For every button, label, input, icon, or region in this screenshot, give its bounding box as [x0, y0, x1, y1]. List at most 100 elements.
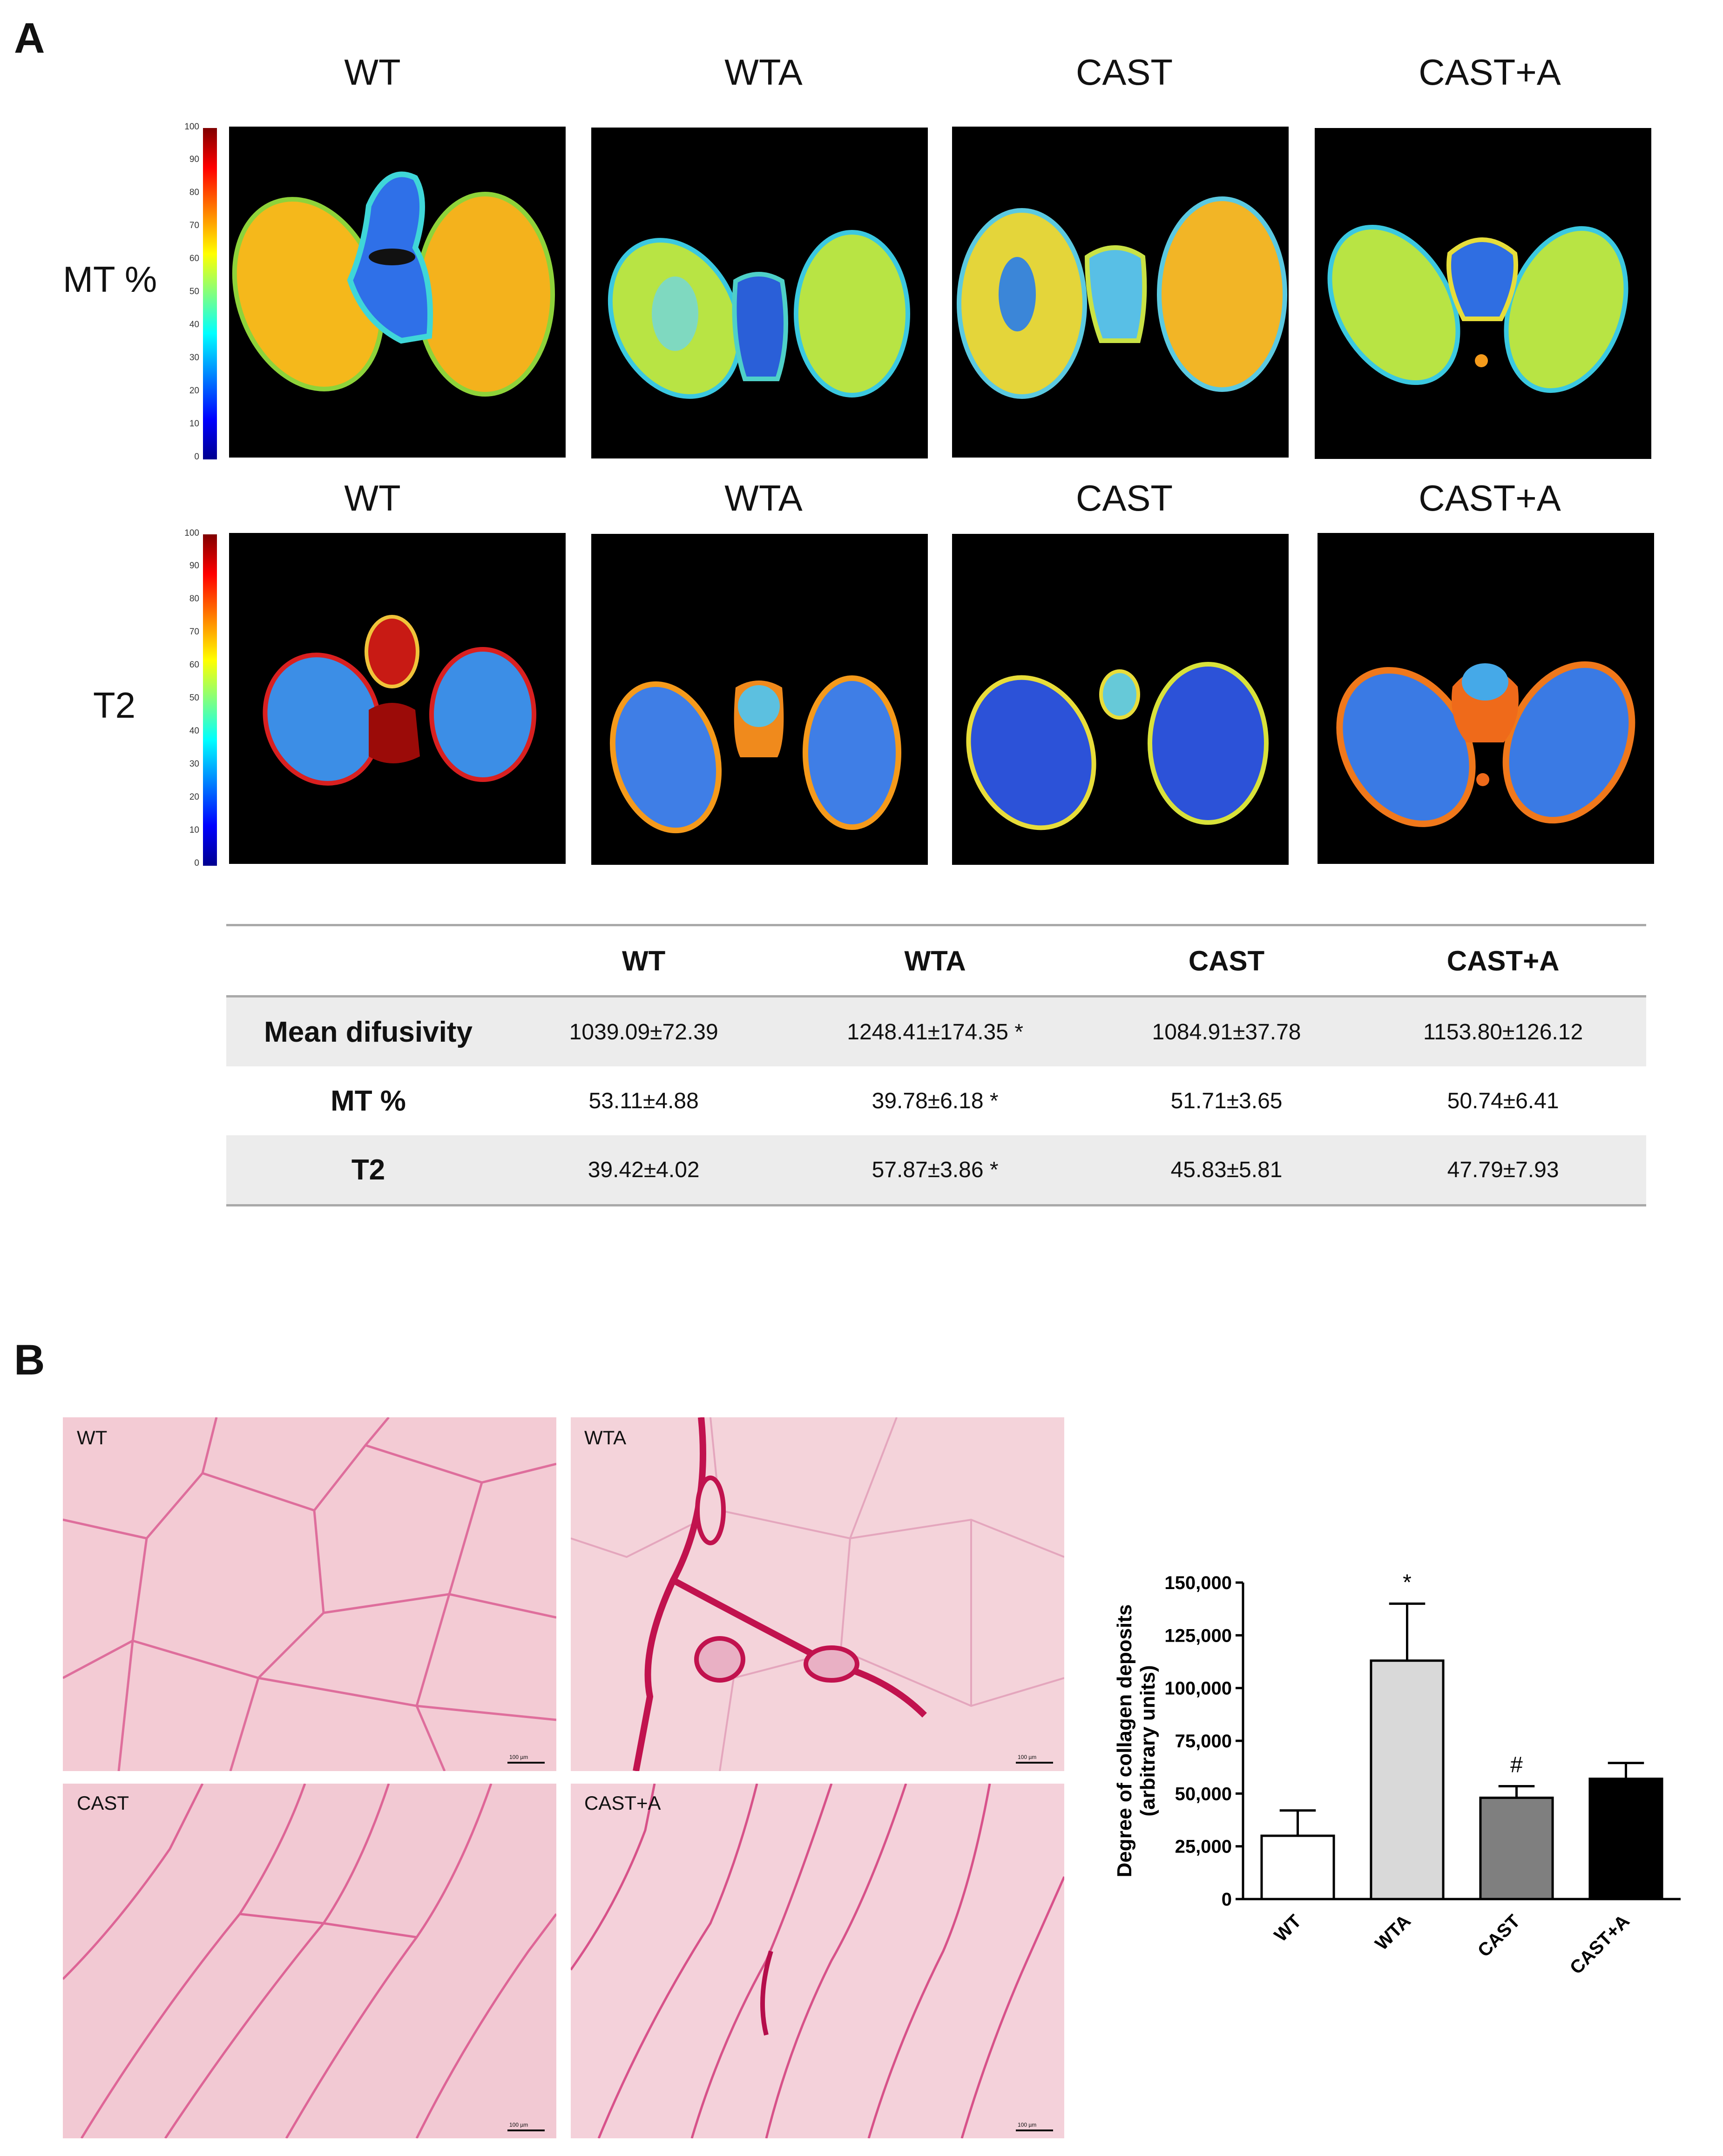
t2-tick: 30 — [189, 759, 199, 769]
y-axis-label: Degree of collagen deposits — [1113, 1604, 1136, 1878]
table-row-label: MT % — [331, 1085, 406, 1117]
table-cell: 39.78±6.18 * — [872, 1088, 999, 1113]
table-cell: 57.87±3.86 * — [777, 1135, 1093, 1206]
y-tick-label: 100,000 — [1164, 1678, 1232, 1699]
table-header: WTA — [777, 924, 1093, 997]
scale-bar-text: 100 µm — [1018, 1754, 1037, 1760]
mt-image-wt — [229, 127, 566, 458]
mt-image-castA — [1315, 128, 1651, 459]
scale-bar — [507, 2129, 545, 2131]
table-cell: 53.11±4.88 — [588, 1088, 699, 1113]
bar-annotation: * — [1403, 1570, 1412, 1595]
y-tick-label: 150,000 — [1164, 1573, 1232, 1593]
y-tick-label: 50,000 — [1175, 1784, 1232, 1804]
table-header: CAST+A — [1360, 924, 1646, 997]
t2-tick: 50 — [189, 693, 199, 703]
table-row: Mean difusivity 1039.09±72.39 1248.41±17… — [226, 996, 1646, 1066]
table-row: T2 39.42±4.02 57.87±3.86 * 45.83±5.81 47… — [226, 1135, 1646, 1206]
mt-tick: 100 — [184, 122, 199, 132]
t2-tick: 60 — [189, 660, 199, 670]
x-tick-label: CAST — [1474, 1911, 1524, 1961]
summary-table: WT WTA CAST CAST+A Mean difusivity 1039.… — [226, 924, 1646, 1206]
t2-tick: 0 — [194, 858, 199, 868]
mt-tick: 30 — [189, 353, 199, 363]
t2-tick: 20 — [189, 792, 199, 802]
scale-bar — [1016, 2129, 1053, 2131]
table-cell: 47.79±7.93 — [1360, 1135, 1646, 1206]
mt-colorbar — [203, 128, 217, 459]
mt-tick: 90 — [189, 155, 199, 164]
table-header-row: WT WTA CAST CAST+A — [226, 924, 1646, 997]
mt-row-label: MT % — [63, 259, 157, 300]
mt-title-wta: WTA — [724, 52, 803, 93]
mt-tick: 60 — [189, 254, 199, 263]
mt-image-wta — [591, 128, 928, 458]
t2-image-wta — [591, 534, 928, 865]
panel-b-letter: B — [14, 1336, 45, 1384]
mt-tick: 80 — [189, 188, 199, 197]
histology-castA — [571, 1784, 1064, 2138]
mt-title-castA: CAST+A — [1419, 52, 1561, 93]
table-row-label: Mean difusivity — [226, 996, 510, 1066]
x-tick-label: WT — [1270, 1911, 1305, 1946]
x-tick-label: WTA — [1371, 1911, 1414, 1954]
t2-image-cast — [952, 534, 1289, 865]
scale-bar — [507, 1762, 545, 1764]
t2-tick: 100 — [184, 528, 199, 538]
table-header: WT — [510, 924, 777, 997]
histology-cast — [63, 1784, 556, 2138]
mt-title-wt: WT — [344, 52, 401, 93]
t2-colorbar — [203, 534, 217, 866]
mt-tick: 70 — [189, 221, 199, 230]
mt-tick: 20 — [189, 386, 199, 396]
scale-bar-text: 100 µm — [509, 1754, 528, 1760]
x-tick-label: CAST+A — [1566, 1911, 1634, 1978]
bar — [1370, 1659, 1445, 1900]
histology-wt — [63, 1417, 556, 1771]
table-cell: 51.71±3.65 — [1170, 1088, 1283, 1113]
bar — [1479, 1796, 1554, 1900]
histology-label-wta: WTA — [584, 1427, 627, 1449]
table-header — [226, 924, 510, 997]
y-tick-label: 25,000 — [1175, 1837, 1232, 1857]
table-cell: 50.74±6.41 — [1447, 1088, 1559, 1113]
y-tick-label: 0 — [1222, 1889, 1232, 1910]
bar — [1260, 1834, 1335, 1900]
mt-image-cast — [952, 127, 1289, 458]
panel-a-letter: A — [14, 14, 45, 62]
t2-row-label: T2 — [93, 685, 136, 726]
table-cell: 1248.41±174.35 * — [777, 996, 1093, 1066]
mt-tick: 50 — [189, 287, 199, 296]
scale-bar — [1016, 1762, 1053, 1764]
mt-tick: 40 — [189, 320, 199, 330]
table-cell: 39.42±4.02 — [510, 1135, 777, 1206]
table-cell: 1039.09±72.39 — [510, 996, 777, 1066]
y-axis-label: (arbitrary units) — [1136, 1665, 1159, 1816]
histology-label-cast: CAST — [77, 1792, 129, 1814]
table-cell: 45.83±5.81 — [1093, 1135, 1360, 1206]
t2-colorbar-ticks: 100 90 80 70 60 50 40 30 20 10 0 — [172, 528, 199, 873]
bar — [1588, 1778, 1663, 1900]
t2-tick: 80 — [189, 594, 199, 604]
bar-annotation: # — [1510, 1752, 1523, 1777]
table-header: CAST — [1093, 924, 1360, 997]
collagen-bar-chart: 150,000 125,000 100,000 75,000 50,000 25,000 0… — [1113, 1570, 1681, 1978]
mt-colorbar-ticks: 100 90 80 70 60 50 40 30 20 10 0 — [172, 122, 199, 466]
y-tick-label: 125,000 — [1164, 1625, 1232, 1646]
t2-tick: 70 — [189, 627, 199, 637]
mt-title-cast: CAST — [1075, 52, 1173, 93]
scale-bar-text: 100 µm — [509, 2122, 528, 2128]
histology-wta — [571, 1417, 1064, 1771]
table-row: MT % 53.11±4.88 39.78±6.18 * 51.71±3.65 … — [226, 1066, 1646, 1135]
histology-label-wt: WT — [77, 1427, 108, 1449]
t2-tick: 90 — [189, 561, 199, 571]
table-cell: 1084.91±37.78 — [1093, 996, 1360, 1066]
t2-image-castA — [1318, 533, 1654, 864]
mt-tick: 0 — [194, 452, 199, 462]
table-cell: 1153.80±126.12 — [1360, 996, 1646, 1066]
t2-title-wta: WTA — [724, 478, 803, 519]
table-row-label: T2 — [226, 1135, 510, 1206]
t2-tick: 10 — [189, 825, 199, 835]
histology-label-castA: CAST+A — [584, 1792, 661, 1814]
t2-tick: 40 — [189, 726, 199, 736]
